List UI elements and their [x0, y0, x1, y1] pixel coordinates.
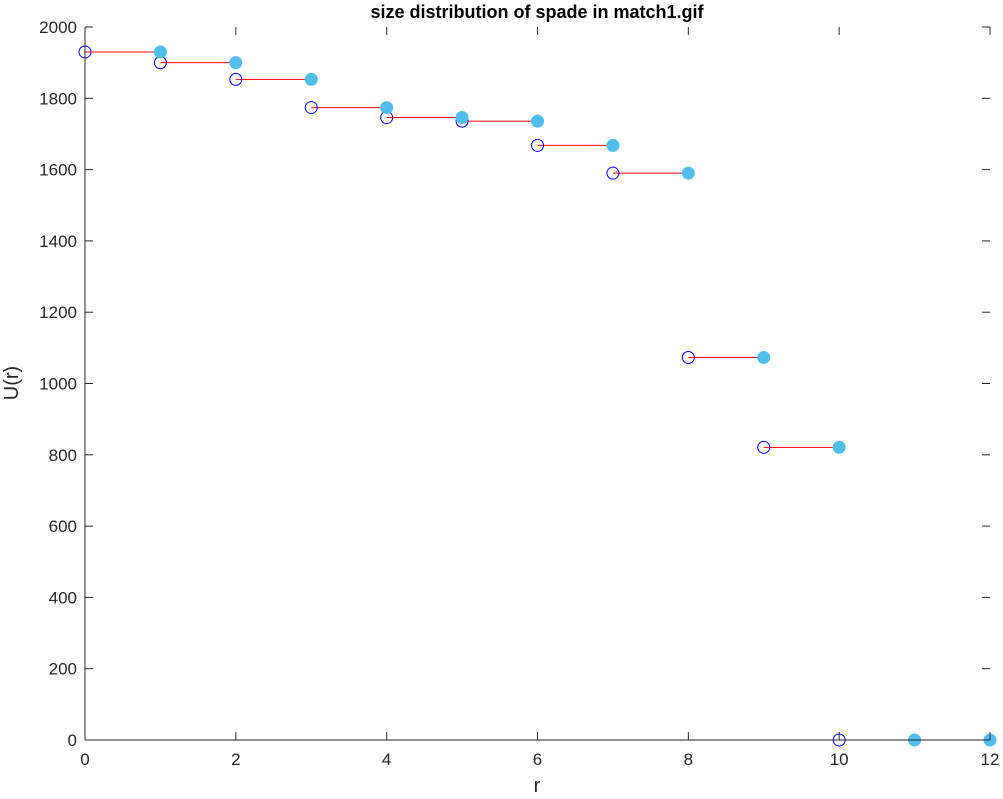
x-tick-label-3: 6 — [533, 750, 542, 769]
step-segments — [85, 51, 990, 741]
filled-dot-point-7 — [681, 166, 695, 180]
filled-dot-point-1 — [229, 56, 243, 70]
y-tick-label-9: 1800 — [39, 89, 77, 108]
y-axis-label: U(r) — [1, 366, 23, 400]
filled-dot-point-2 — [304, 72, 318, 86]
filled-dot-point-6 — [606, 138, 620, 152]
open-circle-point-9 — [757, 440, 771, 454]
x-tick-label-6: 12 — [981, 750, 1000, 769]
chart-title: size distribution of spade in match1.gif — [370, 2, 704, 22]
y-tick-label-3: 600 — [49, 517, 77, 536]
open-circle-point-2 — [229, 72, 243, 86]
x-tick-label-4: 8 — [684, 750, 693, 769]
filled-dot-point-3 — [380, 101, 394, 115]
y-tick-label-6: 1200 — [39, 303, 77, 322]
filled-dot-point-9 — [832, 440, 846, 454]
filled-dot-point-0 — [153, 45, 167, 59]
filled-dot-point-5 — [531, 114, 544, 128]
x-tick-label-5: 10 — [830, 750, 849, 769]
open-circle-point-3 — [304, 101, 318, 115]
y-ticks: 0 200 400 600 800 1000 1200 1400 1600 1800 2000 — [39, 18, 990, 750]
x-tick-label-1: 2 — [231, 750, 240, 769]
x-axis-label: r — [534, 775, 541, 797]
x-ticks: 0 2 4 6 8 10 12 — [80, 27, 999, 769]
x-tick-label-0: 0 — [80, 750, 89, 769]
markers — [78, 45, 997, 747]
y-tick-label-10: 2000 — [39, 18, 77, 37]
y-tick-label-1: 200 — [49, 660, 77, 679]
filled-dot-point-4 — [455, 111, 469, 125]
filled-dot-point-8 — [757, 350, 771, 364]
x-tick-label-2: 4 — [382, 750, 391, 769]
open-circle-point-7 — [606, 166, 620, 180]
open-circle-point-8 — [681, 350, 695, 364]
y-tick-label-5: 1000 — [39, 375, 77, 394]
y-tick-label-2: 400 — [49, 588, 77, 607]
y-tick-label-8: 1600 — [39, 161, 77, 180]
open-circle-point-6 — [531, 138, 544, 152]
y-tick-label-0: 0 — [68, 731, 77, 750]
y-tick-label-4: 800 — [49, 446, 77, 465]
y-tick-label-7: 1400 — [39, 232, 77, 251]
